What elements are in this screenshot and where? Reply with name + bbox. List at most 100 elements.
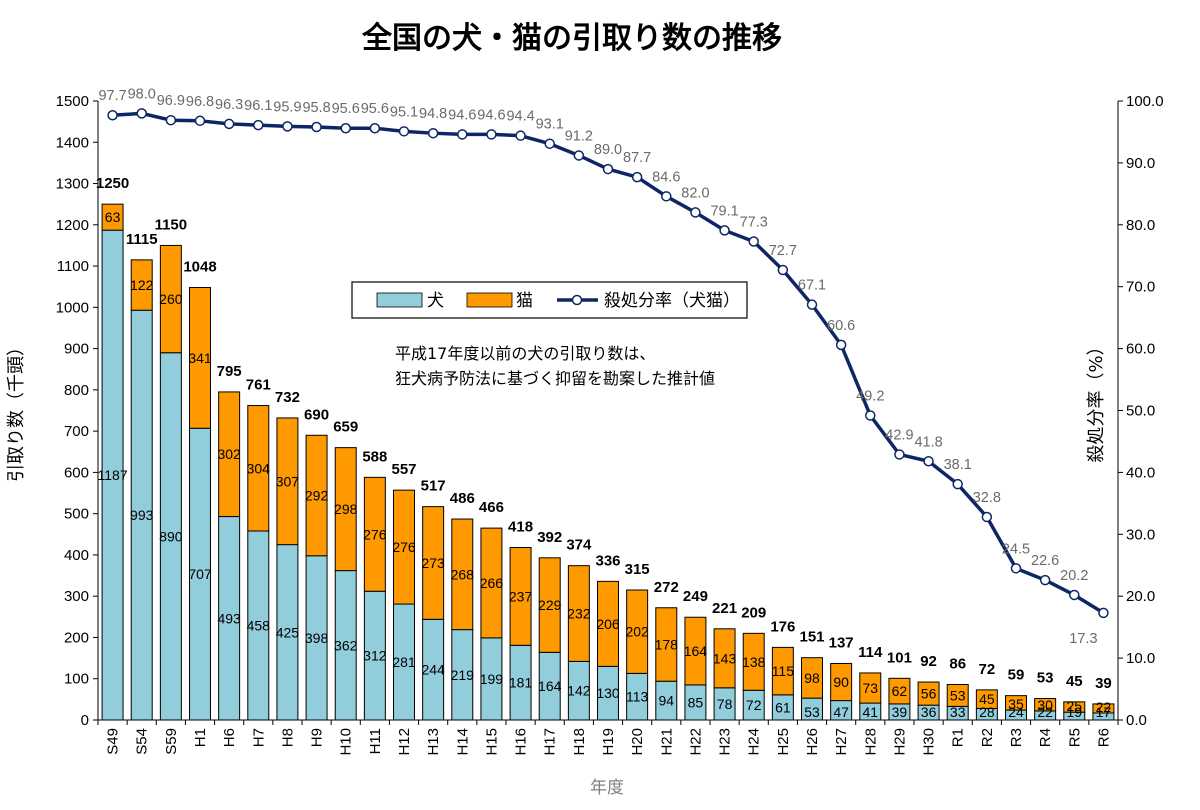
bar-cat-label: 298 (334, 501, 358, 517)
bar-dog-label: 19 (1066, 704, 1082, 720)
bar-total-label: 1150 (155, 216, 188, 233)
y-left-tick-label: 800 (64, 382, 89, 399)
bar-total-label: 72 (979, 661, 996, 678)
bar-cat-label: 232 (567, 606, 591, 622)
rate-value-label: 49.2 (856, 388, 884, 404)
bar-cat (1034, 698, 1057, 712)
rate-value-label: 20.2 (1060, 568, 1088, 584)
x-tick-label: H24 (746, 728, 763, 756)
bar-cat (684, 616, 707, 686)
bar-total-label: 137 (829, 634, 854, 651)
bar-cat (189, 287, 211, 429)
bar-dog-label: 707 (188, 566, 212, 582)
rate-marker (573, 150, 585, 161)
bar-cat (393, 489, 415, 605)
x-tick-label: H7 (250, 728, 267, 747)
rate-marker (340, 122, 351, 134)
bar-cat (742, 632, 765, 691)
bar-total-label: 1115 (126, 231, 158, 248)
bar-cat (538, 557, 561, 653)
bar-dog-label: 425 (276, 624, 300, 640)
legend: 犬 猫 殺処分率（犬猫） (351, 281, 748, 319)
bar-cat (597, 580, 619, 667)
rate-value-label: 89.0 (594, 142, 622, 158)
bar-dog-label: 164 (538, 678, 562, 694)
bar-dog-label: 219 (451, 667, 475, 683)
bar-cat-label: 237 (509, 588, 533, 604)
x-tick-label: R4 (1037, 728, 1054, 747)
y-left-tick-label: 0 (81, 712, 89, 729)
rate-marker (1098, 607, 1109, 619)
rate-value-label: 79.1 (710, 203, 738, 219)
rate-value-label: 95.6 (361, 101, 389, 117)
bar-dog-label: 130 (596, 685, 620, 701)
y-left-tick-label: 600 (64, 464, 89, 481)
rate-marker (981, 511, 993, 523)
bar-dog-label: 17 (1096, 704, 1112, 720)
rate-value-label: 42.9 (885, 427, 913, 443)
x-tick-label: H27 (833, 728, 850, 756)
bar-total-label: 336 (595, 552, 620, 569)
rate-value-label: 60.6 (827, 318, 855, 334)
x-tick-label: H9 (309, 728, 326, 747)
y-right-tick-label: 60.0 (1126, 341, 1155, 358)
rate-marker (515, 130, 526, 141)
bar-cat-label: 178 (655, 636, 679, 652)
rate-value-label: 91.2 (565, 128, 593, 144)
y-axis-left-label: 引取り数（千頭） (6, 338, 27, 482)
rate-value-label: 41.8 (914, 434, 942, 450)
bar-dog-label: 398 (305, 630, 329, 646)
y-left-tick-label: 900 (64, 341, 89, 358)
bar-cat (305, 434, 328, 557)
y-axis-right-ticks: 0.0 10.0 20.0 30.0 40.0 50.0 60.0 70.0 80.0 90.0 1… (1118, 93, 1164, 729)
bar-total-label: 517 (421, 478, 446, 495)
rate-value-label: 98.0 (128, 86, 156, 102)
rate-value-label: 67.1 (798, 278, 826, 294)
rate-value-label: 38.1 (944, 457, 972, 473)
rate-marker (631, 171, 643, 183)
bar-total-label: 732 (275, 389, 300, 406)
y-right-tick-label: 20.0 (1126, 588, 1155, 605)
segment-label-group: 1187 63 993 122 890 260 707 341 493 302 458 304 425 3… (98, 209, 1112, 720)
rate-marker (777, 264, 789, 276)
rate-value-label: 95.9 (273, 99, 301, 115)
rate-marker (865, 410, 876, 421)
rate-value-label: 84.6 (652, 169, 680, 185)
bar-cat (159, 244, 182, 354)
x-tick-label: H14 (454, 728, 471, 756)
bar-total-label: 761 (246, 377, 271, 394)
rate-value-label: 94.4 (506, 109, 534, 125)
y-left-tick-label: 700 (64, 423, 89, 440)
bar-total-label: 45 (1066, 673, 1083, 690)
bar-cat-label: 164 (684, 643, 708, 659)
bar-cat (451, 518, 474, 631)
x-axis-ticks: S49 S54 S59 H1 H6 H7 H8 H9 H10 H11 H12 H13 H14 H15 H16… (97, 720, 1119, 756)
rate-marker (107, 109, 118, 121)
bar-cat (655, 607, 678, 682)
bar-cat (859, 672, 882, 704)
bar-total-label: 86 (949, 656, 966, 673)
bar-cat (509, 547, 532, 646)
rate-value-label: 87.7 (623, 150, 651, 166)
bar-cat (830, 662, 853, 702)
x-tick-label: S59 (163, 728, 180, 755)
bar-total-label: 209 (741, 604, 766, 621)
bar-cat-label: 35 (1008, 696, 1024, 712)
bar-cat-label: 90 (833, 674, 849, 690)
rate-marker (748, 236, 759, 247)
y-right-tick-label: 40.0 (1126, 464, 1155, 481)
annotation-line-2: 狂犬病予防法に基づく抑留を勘案した推計値 (395, 369, 715, 388)
bar-dog-label: 993 (130, 507, 154, 523)
rate-marker (194, 115, 206, 127)
rate-value-label: 97.7 (98, 88, 126, 104)
bar-cat-label: 122 (130, 277, 154, 293)
rate-marker (661, 191, 672, 202)
bar-total-label: 588 (362, 448, 387, 465)
bar-dog-label: 24 (1008, 704, 1024, 720)
bar-cat-label: 260 (159, 291, 183, 307)
bar-dog-label: 41 (862, 704, 878, 720)
x-tick-label: H22 (687, 728, 704, 756)
bar-dog-label: 493 (217, 610, 241, 626)
bar-dog-label: 28 (979, 704, 995, 720)
bar-total-label: 557 (391, 461, 416, 478)
